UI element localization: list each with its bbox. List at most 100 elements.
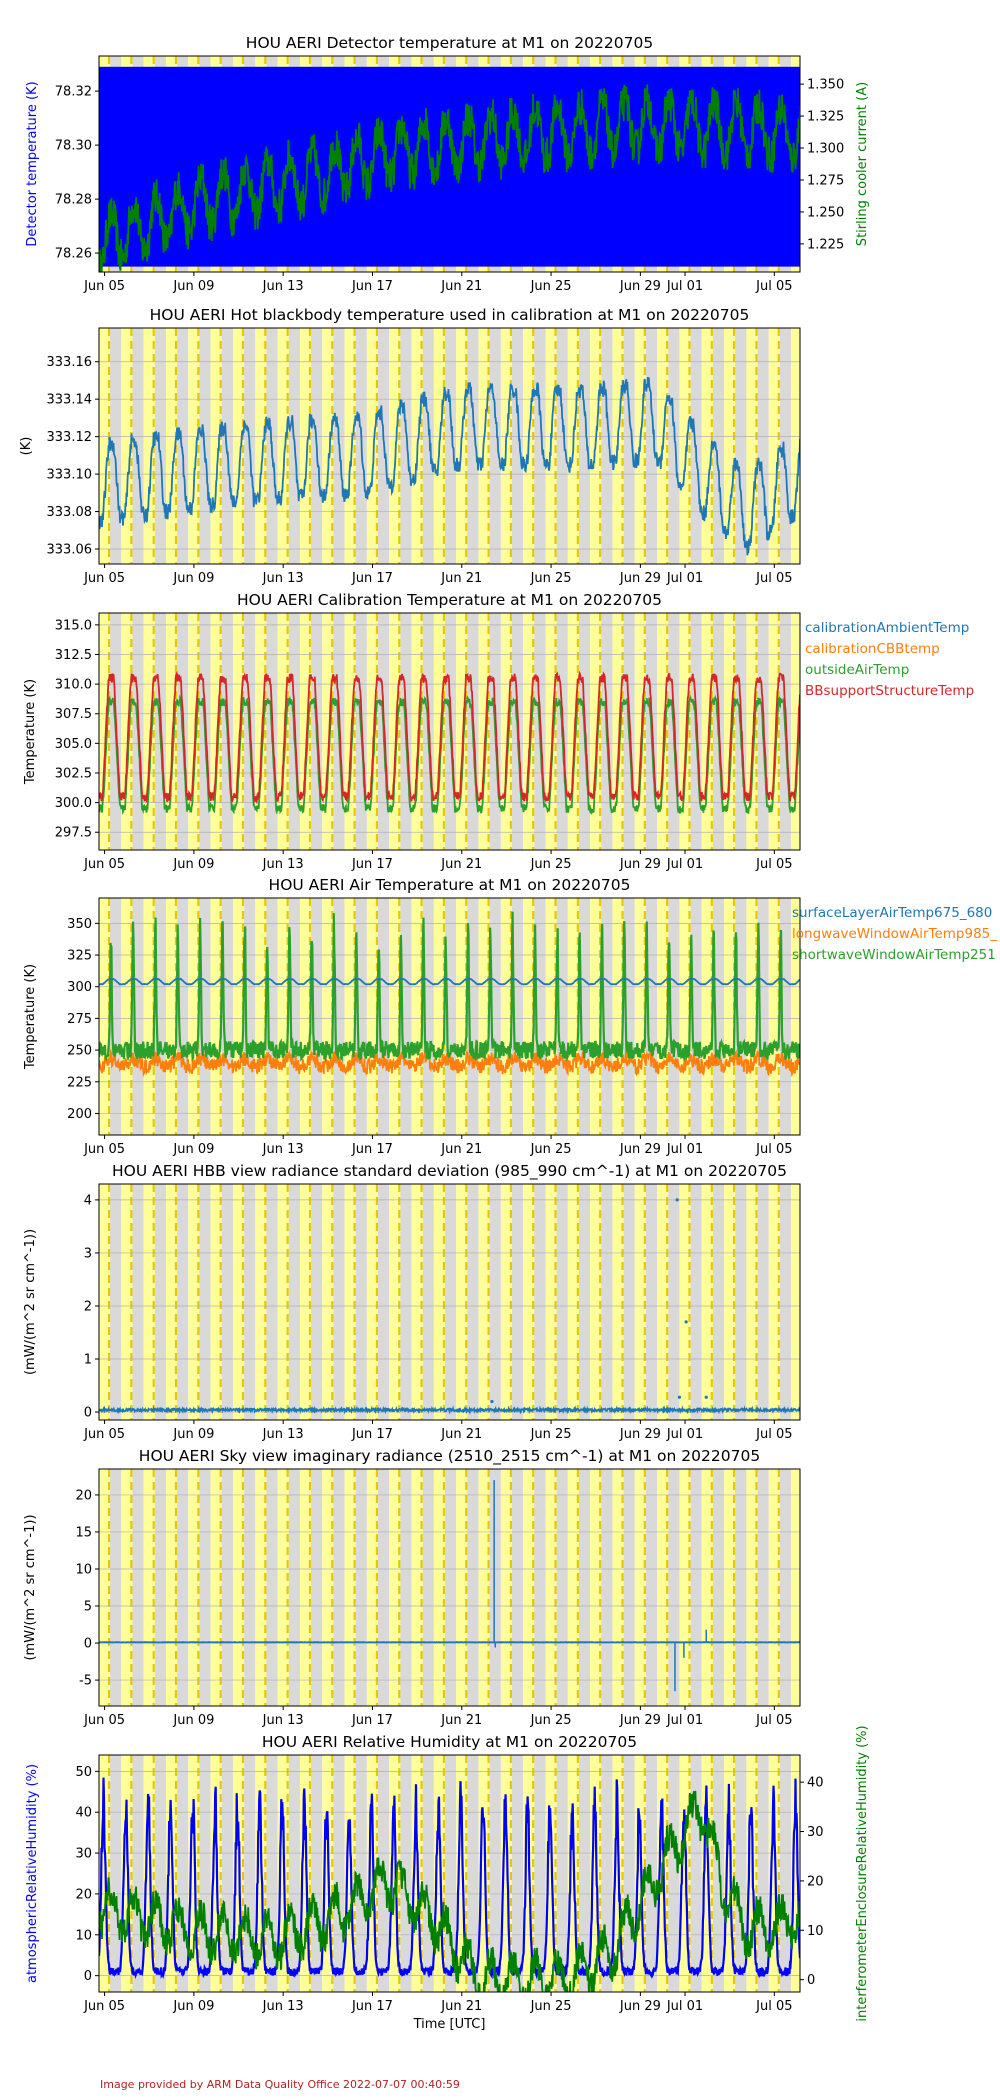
y2-tick-label: 20 xyxy=(807,1874,824,1889)
series-longwaveWindowAirTemp985_ xyxy=(99,1047,800,1078)
x-tick-label: Jun 13 xyxy=(262,1142,304,1157)
plot-frame xyxy=(98,1468,801,1707)
x-tick-label: Jun 17 xyxy=(351,857,393,872)
y-tick-label: 300 xyxy=(67,980,92,995)
series-layer xyxy=(99,1480,800,1692)
grid-lines xyxy=(99,361,800,550)
y-tick-label: 15 xyxy=(75,1525,92,1540)
footer-credit: Image provided by ARM Data Quality Offic… xyxy=(100,2078,460,2091)
y-tick-label: 0 xyxy=(84,1637,92,1652)
chart-title: HOU AERI Relative Humidity at M1 on 2022… xyxy=(262,1733,637,1751)
x-tick-label: Jun 25 xyxy=(530,571,572,586)
x-tick-label: Jul 01 xyxy=(666,279,703,294)
y2-tick-label: 30 xyxy=(807,1825,824,1840)
chart-title: HOU AERI HBB view radiance standard devi… xyxy=(112,1162,787,1181)
day-night-bands xyxy=(99,1469,800,1706)
series-BBsupportStructureTemp xyxy=(99,670,800,805)
outlier-point-3 xyxy=(684,1320,688,1324)
series-line-2 xyxy=(99,84,800,272)
x-tick-label: Jun 09 xyxy=(172,1427,214,1442)
x-tick-label: Jun 21 xyxy=(440,1142,482,1157)
y-tick-label: 333.08 xyxy=(47,505,93,520)
chart-title: HOU AERI Hot blackbody temperature used … xyxy=(150,306,750,324)
x-axis-label: Time [UTC] xyxy=(413,2017,486,2032)
plot-frame xyxy=(98,1754,801,1993)
x-tick-label: Jul 01 xyxy=(666,1427,703,1442)
y-tick-label: 10 xyxy=(75,1562,92,1577)
x-tick-label: Jun 05 xyxy=(83,1142,125,1157)
y-tick-label: -5 xyxy=(79,1674,92,1689)
y2-tick-label: 1.325 xyxy=(807,110,844,125)
day-night-bands xyxy=(99,328,800,564)
[object SVGGElement]: (mW/(m^2 sr cm^-1)) xyxy=(23,1229,38,1375)
plot-frame xyxy=(98,327,801,565)
x-tick-label: Jun 13 xyxy=(262,1999,304,2014)
y-tick-label: 40 xyxy=(75,1806,92,1821)
x-tick-label: Jun 29 xyxy=(619,279,661,294)
legend-entry: calibrationCBBtemp xyxy=(805,641,940,657)
outlier-point-4 xyxy=(677,1395,682,1399)
y-tick-label: 78.26 xyxy=(55,247,92,262)
y-tick-label: 4 xyxy=(84,1193,92,1208)
outlier-point-5 xyxy=(704,1395,708,1399)
y2-tick-label: 0 xyxy=(807,1973,815,1988)
x-tick-label: Jun 21 xyxy=(440,1999,482,2014)
x-tick-label: Jul 01 xyxy=(666,857,703,872)
x-tick-label: Jul 05 xyxy=(755,1142,792,1157)
y-tick-label: 200 xyxy=(67,1107,92,1122)
chart-panel-2: HOU AERI Hot blackbody temperature used … xyxy=(19,306,801,586)
y-tick-label: 315.0 xyxy=(55,618,92,633)
x-tick-label: Jun 25 xyxy=(530,1999,572,2014)
series-layer xyxy=(99,66,800,272)
x-tick-label: Jun 17 xyxy=(351,571,393,586)
series-shortwaveWindowAirTemp251 xyxy=(99,911,800,1063)
chart-panel-3: HOU AERI Calibration Temperature at M1 o… xyxy=(23,591,974,872)
x-tick-label: Jun 09 xyxy=(172,1713,214,1728)
y-tick-label: 333.16 xyxy=(47,355,93,370)
x-tick-label: Jun 29 xyxy=(619,1427,661,1442)
x-tick-label: Jun 21 xyxy=(440,1427,482,1442)
x-tick-label: Jun 09 xyxy=(172,279,214,294)
x-tick-label: Jun 25 xyxy=(530,1713,572,1728)
y-tick-label: 78.30 xyxy=(55,139,92,154)
x-tick-label: Jul 05 xyxy=(755,279,792,294)
y2-tick-label: 1.300 xyxy=(807,142,844,157)
y-tick-label: 297.5 xyxy=(55,826,92,841)
y-tick-label: 50 xyxy=(75,1765,92,1780)
x-tick-label: Jun 09 xyxy=(172,1999,214,2014)
y-tick-label: 310.0 xyxy=(55,678,92,693)
y2-tick-label: 1.275 xyxy=(807,173,844,188)
x-tick-label: Jul 05 xyxy=(755,1713,792,1728)
y-tick-label: 300.0 xyxy=(55,796,92,811)
y-tick-label: 333.12 xyxy=(47,430,93,445)
[object SVGGElement]: atmosphericRelativeHumidity (%) xyxy=(25,1764,40,1983)
x-tick-label: Jun 05 xyxy=(83,857,125,872)
y-tick-label: 275 xyxy=(67,1012,92,1027)
x-tick-label: Jul 05 xyxy=(755,571,792,586)
legend-entry: BBsupportStructureTemp xyxy=(805,683,974,699)
y-tick-label: 5 xyxy=(84,1600,92,1615)
chart-panel-6: HOU AERI Sky view imaginary radiance (25… xyxy=(23,1447,801,1728)
plot-frame xyxy=(98,612,801,851)
x-tick-label: Jun 05 xyxy=(83,1999,125,2014)
chart-title: HOU AERI Calibration Temperature at M1 o… xyxy=(237,591,662,609)
series-line-1 xyxy=(99,66,800,267)
x-tick-label: Jun 09 xyxy=(172,1142,214,1157)
y2-tick-label: 40 xyxy=(807,1776,824,1791)
y-tick-label: 78.32 xyxy=(55,85,92,100)
x-tick-label: Jun 17 xyxy=(351,1142,393,1157)
[object SVGGElement]: interferometerEnclosureRelativeHumidity … xyxy=(855,1725,870,2021)
y-tick-label: 78.28 xyxy=(55,193,92,208)
plot-frame xyxy=(98,1183,801,1421)
series-line-1 xyxy=(99,376,800,556)
x-tick-label: Jun 29 xyxy=(619,1999,661,2014)
legend-entry: longwaveWindowAirTemp985_ xyxy=(792,926,997,942)
x-tick-label: Jun 21 xyxy=(440,571,482,586)
y-tick-label: 305.0 xyxy=(55,737,92,752)
chart-title: HOU AERI Air Temperature at M1 on 202207… xyxy=(269,876,631,894)
y-tick-label: 20 xyxy=(75,1488,92,1503)
y-tick-label: 302.5 xyxy=(55,766,92,781)
series-layer xyxy=(99,670,800,816)
y-tick-label: 250 xyxy=(67,1044,92,1059)
chart-title: HOU AERI Sky view imaginary radiance (25… xyxy=(139,1447,760,1466)
